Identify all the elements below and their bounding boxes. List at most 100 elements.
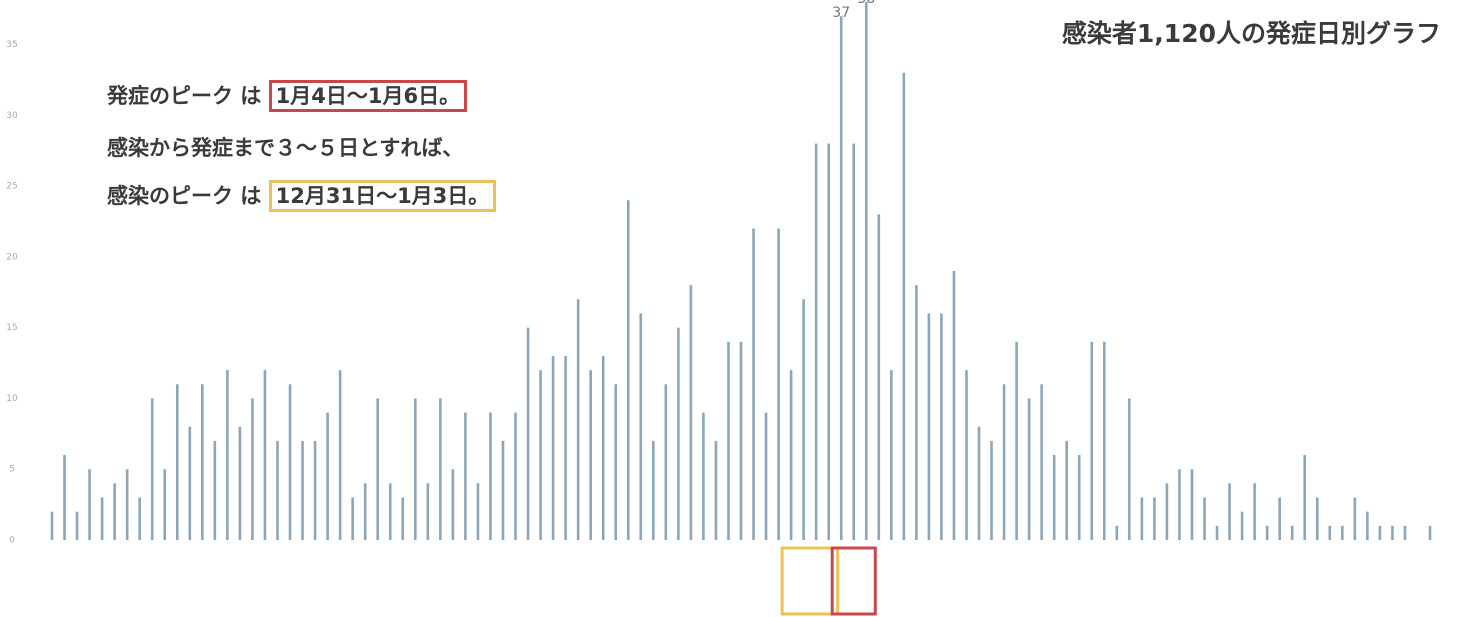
bar — [1090, 341, 1094, 540]
bar — [1265, 525, 1269, 540]
bar — [789, 370, 793, 540]
bar — [902, 72, 906, 540]
bar — [1190, 469, 1194, 540]
bar — [376, 398, 380, 540]
bar — [1215, 525, 1219, 540]
bar — [965, 370, 968, 540]
bar — [188, 426, 192, 540]
bar — [1040, 384, 1043, 540]
bar — [1315, 497, 1319, 540]
bar — [125, 469, 129, 540]
y-tick-label: 30 — [6, 111, 18, 121]
bar — [138, 497, 141, 540]
data-label: 38 — [857, 0, 875, 7]
bar — [351, 497, 354, 540]
bar — [501, 440, 505, 540]
bar — [226, 370, 229, 540]
bar — [63, 455, 66, 540]
bar — [977, 426, 981, 540]
bar — [626, 200, 630, 541]
bar — [163, 469, 167, 540]
bar — [802, 299, 805, 540]
annotation: 感染から発症まで３～５日とすれば、 — [107, 136, 464, 160]
bar — [439, 398, 442, 540]
bar — [777, 228, 780, 541]
y-tick-label: 35 — [6, 40, 17, 50]
bar — [75, 511, 79, 540]
bar — [1077, 455, 1081, 540]
bar — [576, 299, 580, 540]
bar — [363, 483, 367, 540]
bar — [301, 440, 304, 540]
bar — [1140, 497, 1144, 540]
bar — [1378, 525, 1382, 540]
bar — [1027, 398, 1031, 540]
bar — [1115, 525, 1119, 540]
bar — [764, 412, 768, 540]
bar — [251, 398, 254, 540]
annotation-highlight: 12月31日～1月3日。 — [268, 180, 497, 212]
bar — [890, 370, 893, 540]
bar — [338, 370, 342, 540]
y-tick-label: 25 — [6, 182, 17, 192]
annotation: 発症のピーク は 1月4日～1月6日。 — [107, 80, 468, 112]
bar — [1165, 483, 1169, 540]
bar — [864, 2, 868, 540]
bar — [113, 483, 116, 540]
bar — [1228, 483, 1231, 540]
bar — [100, 497, 104, 540]
bar — [401, 497, 405, 540]
bar — [601, 355, 605, 540]
bar — [213, 440, 217, 540]
bar — [551, 355, 555, 540]
bar — [1002, 384, 1006, 540]
y-tick-label: 10 — [6, 394, 18, 404]
bar — [489, 412, 492, 540]
bar — [1102, 341, 1106, 540]
annotation-text: 発症のピーク は — [107, 84, 262, 108]
bar — [426, 483, 430, 540]
bar — [915, 285, 918, 540]
bar — [388, 483, 392, 540]
bar — [727, 341, 730, 540]
annotation-text: 感染のピーク は — [107, 184, 262, 208]
bar — [201, 384, 204, 540]
bar — [313, 440, 317, 540]
annotation: 感染のピーク は 12月31日～1月3日。 — [107, 180, 497, 212]
bar — [664, 384, 668, 540]
bar — [451, 469, 455, 540]
y-tick-label: 5 — [9, 465, 15, 475]
bar — [739, 341, 743, 540]
bar — [1278, 497, 1281, 540]
highlight-box — [830, 546, 877, 616]
bar — [689, 285, 693, 540]
annotation-highlight: 1月4日～1月6日。 — [268, 80, 468, 112]
bar — [1128, 398, 1131, 540]
bar — [1403, 525, 1407, 540]
bar — [839, 16, 843, 540]
bar — [877, 214, 881, 541]
bar — [288, 384, 292, 540]
bar — [413, 398, 417, 540]
bar — [1240, 511, 1244, 540]
bar — [952, 271, 956, 540]
bar — [1366, 511, 1369, 540]
bar — [1065, 440, 1069, 540]
bar — [1015, 341, 1018, 540]
bar — [514, 412, 517, 540]
bar — [1328, 525, 1332, 540]
bar — [175, 384, 179, 540]
bar — [1341, 525, 1344, 540]
y-tick-label: 15 — [6, 323, 17, 333]
chart-title: 感染者1,120人の発症日別グラフ — [1061, 19, 1441, 48]
bar — [50, 511, 54, 540]
bar — [1391, 525, 1394, 540]
bar — [564, 355, 567, 540]
bar — [1353, 497, 1357, 540]
bar — [589, 370, 592, 540]
bar — [263, 370, 267, 540]
bar — [1253, 483, 1256, 540]
bar — [276, 440, 279, 540]
